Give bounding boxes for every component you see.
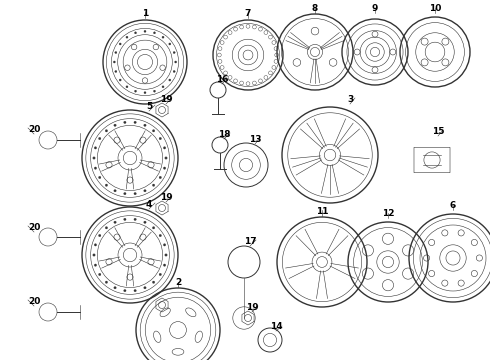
Text: 19: 19 — [160, 95, 172, 104]
Circle shape — [134, 32, 137, 34]
Circle shape — [105, 184, 108, 186]
Circle shape — [144, 221, 146, 224]
Circle shape — [126, 36, 128, 38]
Circle shape — [173, 51, 175, 54]
Circle shape — [93, 157, 95, 159]
Text: 20: 20 — [28, 223, 40, 232]
Circle shape — [134, 193, 136, 195]
Text: 10: 10 — [429, 4, 441, 13]
Circle shape — [152, 130, 155, 132]
Circle shape — [114, 221, 116, 224]
Circle shape — [105, 226, 108, 229]
Text: 12: 12 — [382, 209, 394, 218]
Circle shape — [153, 32, 155, 34]
Circle shape — [152, 281, 155, 283]
Circle shape — [119, 43, 121, 45]
Circle shape — [174, 61, 177, 63]
Circle shape — [94, 244, 97, 246]
Circle shape — [114, 287, 116, 289]
Circle shape — [134, 121, 136, 123]
Circle shape — [123, 193, 126, 195]
Circle shape — [159, 137, 162, 140]
Circle shape — [114, 190, 116, 192]
Circle shape — [152, 226, 155, 229]
Text: 14: 14 — [270, 322, 282, 331]
Text: 2: 2 — [175, 278, 181, 287]
Circle shape — [134, 218, 136, 221]
Text: 15: 15 — [432, 127, 444, 136]
Text: 19: 19 — [245, 303, 258, 312]
Circle shape — [144, 124, 146, 126]
Circle shape — [165, 254, 167, 256]
Text: 7: 7 — [245, 9, 251, 18]
Circle shape — [123, 218, 126, 221]
Circle shape — [94, 264, 97, 266]
Circle shape — [115, 51, 117, 54]
Circle shape — [159, 176, 162, 179]
Text: 16: 16 — [216, 75, 228, 84]
Circle shape — [98, 176, 101, 179]
Circle shape — [163, 244, 166, 246]
Text: 13: 13 — [249, 135, 261, 144]
Text: 3: 3 — [347, 95, 353, 104]
Text: 1: 1 — [142, 9, 148, 18]
Circle shape — [93, 254, 95, 256]
Circle shape — [126, 86, 128, 88]
Circle shape — [169, 79, 171, 81]
Text: 4: 4 — [146, 200, 152, 209]
Circle shape — [113, 61, 115, 63]
Circle shape — [159, 234, 162, 237]
Circle shape — [98, 234, 101, 237]
Text: 20: 20 — [28, 125, 40, 134]
Circle shape — [115, 71, 117, 72]
Circle shape — [163, 167, 166, 169]
Circle shape — [153, 90, 155, 92]
Text: 20: 20 — [28, 297, 40, 306]
Circle shape — [134, 90, 137, 92]
Circle shape — [105, 130, 108, 132]
Circle shape — [169, 43, 171, 45]
Circle shape — [98, 273, 101, 276]
Circle shape — [94, 147, 97, 149]
Circle shape — [144, 91, 146, 94]
Circle shape — [119, 79, 121, 81]
Text: 17: 17 — [244, 237, 256, 246]
Circle shape — [134, 289, 136, 292]
Text: 5: 5 — [146, 102, 152, 111]
Text: 6: 6 — [450, 201, 456, 210]
Text: 18: 18 — [218, 130, 230, 139]
Circle shape — [163, 264, 166, 266]
Text: 11: 11 — [316, 207, 328, 216]
Circle shape — [123, 121, 126, 123]
Text: 19: 19 — [160, 193, 172, 202]
Circle shape — [162, 36, 164, 38]
Circle shape — [162, 86, 164, 88]
Circle shape — [144, 190, 146, 192]
Circle shape — [173, 71, 175, 72]
Circle shape — [123, 289, 126, 292]
Text: 8: 8 — [312, 4, 318, 13]
Circle shape — [165, 157, 167, 159]
Circle shape — [152, 184, 155, 186]
Circle shape — [114, 124, 116, 126]
Circle shape — [98, 137, 101, 140]
Circle shape — [163, 147, 166, 149]
Circle shape — [144, 287, 146, 289]
Text: 9: 9 — [372, 4, 378, 13]
Circle shape — [144, 30, 146, 32]
Circle shape — [159, 273, 162, 276]
Circle shape — [94, 167, 97, 169]
Circle shape — [105, 281, 108, 283]
